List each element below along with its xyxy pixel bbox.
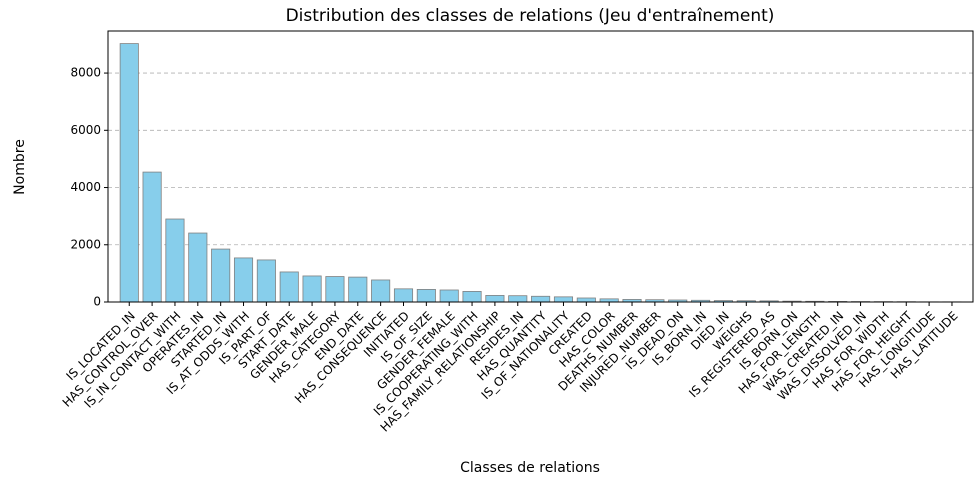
bar (439, 289, 459, 303)
y-tick-label: 4000 (70, 180, 101, 194)
y-tick-label: 8000 (70, 66, 101, 80)
y-tick-label: 0 (93, 295, 101, 309)
plot-frame (107, 30, 974, 303)
bar (485, 295, 505, 303)
bar (279, 271, 299, 303)
bar (576, 297, 596, 303)
bar (119, 43, 139, 303)
x-axis-label: Classes de relations (460, 460, 600, 476)
bar (393, 288, 414, 303)
bar (348, 276, 368, 303)
y-axis-label: Nombre (12, 139, 28, 195)
bar (302, 275, 322, 303)
bar (211, 248, 231, 303)
y-tick-label: 2000 (70, 237, 101, 251)
bar (508, 295, 528, 303)
bar (256, 259, 276, 303)
bar (233, 257, 254, 303)
bar (553, 296, 574, 303)
bar (188, 232, 208, 303)
y-tick-label: 6000 (70, 123, 101, 137)
bar (462, 291, 482, 303)
bar (165, 218, 185, 303)
bar (371, 279, 391, 303)
bar (416, 289, 436, 303)
bar (325, 276, 345, 303)
bar (142, 171, 162, 303)
chart-title: Distribution des classes de relations (J… (286, 6, 775, 26)
bar (531, 295, 551, 303)
